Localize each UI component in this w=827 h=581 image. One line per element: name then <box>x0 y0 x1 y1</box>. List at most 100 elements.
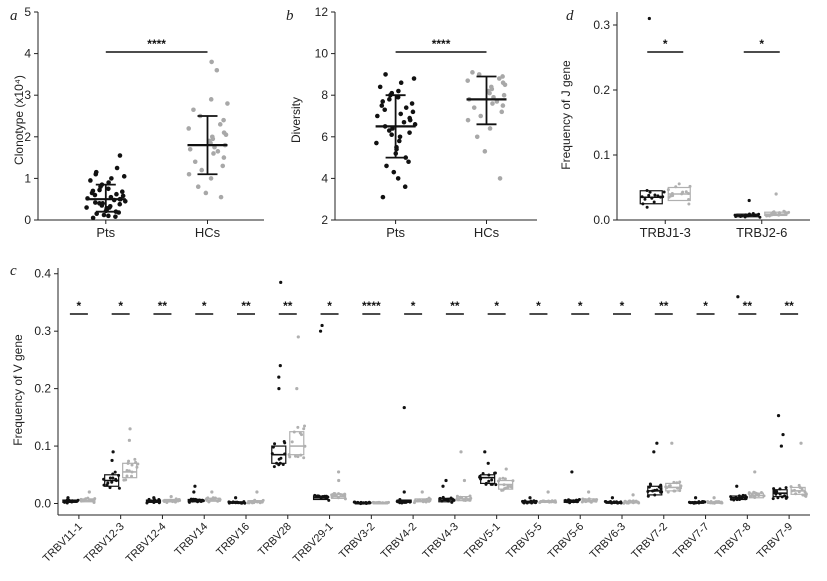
data-point <box>498 477 502 481</box>
data-point <box>398 111 404 117</box>
outlier-point <box>336 470 341 474</box>
data-point <box>221 155 227 160</box>
data-point <box>474 134 480 140</box>
data-point <box>681 190 685 194</box>
outlier-point <box>420 490 424 494</box>
data-point <box>389 132 394 138</box>
outlier-point <box>735 484 739 488</box>
data-point <box>90 215 96 221</box>
panel-b-letter: b <box>286 8 294 24</box>
data-point <box>94 211 99 217</box>
data-point <box>383 72 388 77</box>
outlier-point <box>587 490 591 494</box>
category-label: TRBV5-5 <box>504 521 544 561</box>
data-point <box>382 107 388 113</box>
data-point <box>114 191 119 197</box>
data-point <box>187 146 193 152</box>
data-point <box>109 176 114 181</box>
category-label: TRBV7-8 <box>713 521 753 561</box>
data-point <box>113 214 118 219</box>
data-point <box>114 165 120 171</box>
data-point <box>217 122 223 127</box>
significance-label: * <box>202 299 207 313</box>
data-point <box>214 67 220 73</box>
data-point <box>192 159 198 165</box>
panel-c: c Frequency of V gene 0.0 0.1 0.2 0.3 0.4 TR… <box>10 263 810 565</box>
data-point <box>221 130 227 135</box>
outlier-point <box>779 444 783 448</box>
outlier-point <box>647 16 651 21</box>
y-tick-label: 0.4 <box>34 267 51 281</box>
data-point <box>93 169 99 175</box>
outlier-point <box>799 441 803 445</box>
data-point <box>403 155 409 160</box>
data-point <box>771 497 775 501</box>
data-point <box>84 205 89 210</box>
data-point <box>105 483 109 487</box>
significance-label: * <box>411 299 416 313</box>
data-point <box>496 76 502 81</box>
data-point <box>652 200 656 204</box>
outlier-point <box>277 375 281 379</box>
outlier-point <box>402 490 406 494</box>
significance-label: * <box>703 299 708 313</box>
data-point <box>395 176 401 181</box>
data-point <box>272 465 276 469</box>
panel-c-yticks: 0.0 0.1 0.2 0.3 0.4 <box>34 267 810 516</box>
data-point <box>500 80 506 86</box>
data-point <box>119 189 125 195</box>
data-point <box>127 459 131 463</box>
outlier-point <box>337 478 341 483</box>
data-point <box>402 184 408 190</box>
data-point <box>379 103 385 108</box>
outlier-point <box>753 470 757 474</box>
data-point <box>302 427 306 431</box>
category-label: TRBV16 <box>214 521 252 559</box>
y-tick-label: 0 <box>24 213 31 227</box>
data-point <box>124 478 128 482</box>
significance-label: * <box>759 37 764 51</box>
outlier-point <box>631 493 635 497</box>
panel-b-categories: Pts HCs <box>386 220 500 240</box>
data-point <box>218 194 224 200</box>
significance-label: **** <box>147 37 166 51</box>
data-point <box>478 113 484 119</box>
data-point <box>88 178 93 183</box>
panel-d-letter: d <box>566 8 574 24</box>
y-tick-label: 1 <box>24 171 31 185</box>
data-point <box>117 153 123 158</box>
data-point <box>501 476 505 480</box>
data-point <box>380 194 386 200</box>
data-point <box>403 105 409 110</box>
data-point <box>487 479 491 483</box>
y-tick-label: 0.1 <box>34 439 51 453</box>
y-tick-label: 4 <box>24 47 31 61</box>
panel-b-points: **** <box>374 37 508 200</box>
data-point <box>120 193 126 199</box>
significance-label: * <box>578 299 583 313</box>
data-point <box>476 72 482 77</box>
data-point <box>662 190 666 194</box>
category-label: TRBV14 <box>172 521 210 559</box>
data-point <box>684 190 688 194</box>
panel-d-ylabel: Frequency of J gene <box>559 60 573 170</box>
data-point <box>407 130 412 135</box>
category-label: TRBJ2-6 <box>736 225 787 240</box>
data-point <box>133 457 137 461</box>
outlier-point <box>670 441 674 445</box>
outlier-point <box>610 496 615 500</box>
data-point <box>113 209 119 214</box>
data-point <box>106 186 111 192</box>
significance-label: * <box>663 37 668 51</box>
data-point <box>384 163 389 169</box>
y-tick-label: 6 <box>321 130 328 144</box>
data-point <box>377 84 383 90</box>
category-label: TRBV11-1 <box>41 521 85 565</box>
panel-a: a Clonotype (x10⁴) 0 1 2 3 4 5 Pts HCs **** <box>10 5 264 240</box>
data-point <box>97 201 102 206</box>
y-tick-label: 3 <box>24 88 31 102</box>
data-point <box>300 433 304 437</box>
category-label: TRBV12-3 <box>82 521 127 566</box>
